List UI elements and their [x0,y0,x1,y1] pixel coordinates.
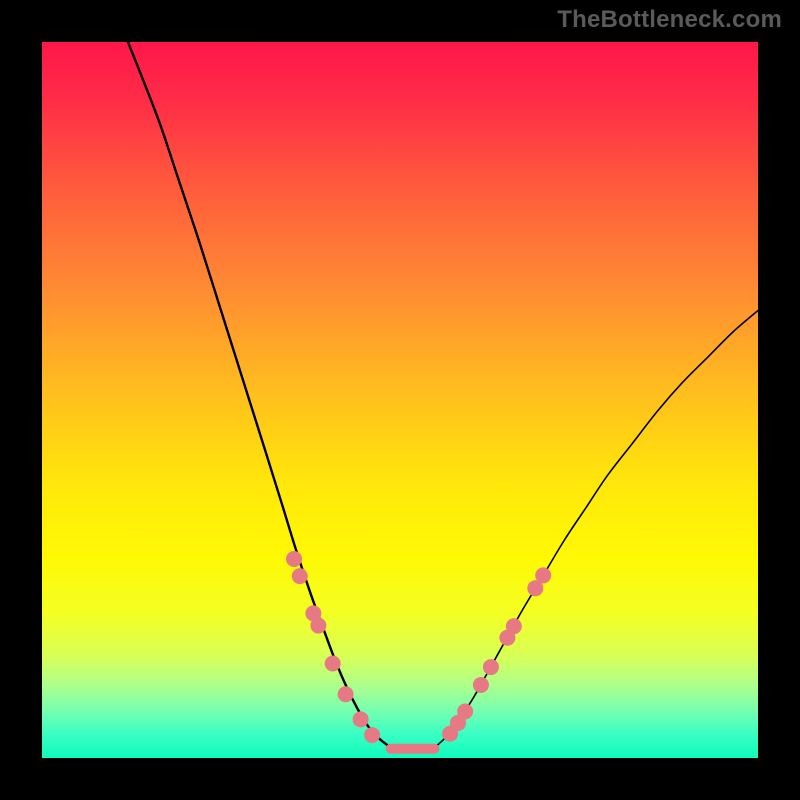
chart-stage: TheBottleneck.com [0,0,800,800]
plot-gradient-background [42,42,758,758]
watermark-text: TheBottleneck.com [557,6,782,34]
